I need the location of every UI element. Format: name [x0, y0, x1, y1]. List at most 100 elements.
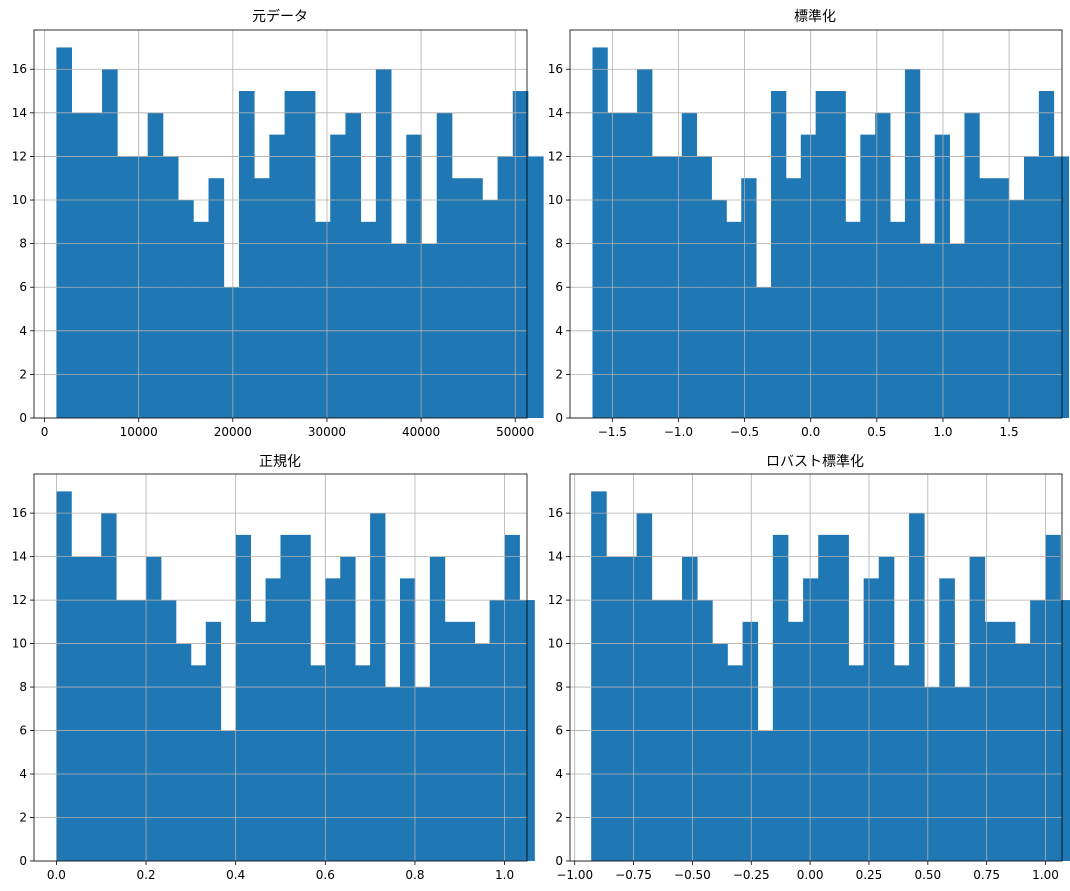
x-tick-label: 30000 [308, 425, 346, 439]
histogram-bar [235, 534, 251, 861]
histogram-bar [178, 200, 194, 418]
histogram-bar [621, 556, 637, 861]
y-tick-label: 4 [555, 324, 563, 338]
histogram-bar [994, 178, 1010, 418]
histogram-bar [86, 112, 103, 418]
y-tick-label: 10 [12, 193, 27, 207]
histogram-bar [223, 287, 240, 418]
histogram-bar [429, 556, 446, 861]
x-tick-label: 0.6 [316, 868, 335, 882]
histogram-bar [934, 134, 950, 418]
histogram-bar [482, 200, 498, 418]
histogram-bar [591, 491, 607, 861]
x-tick-label: 0.0 [47, 868, 66, 882]
histogram-bar [265, 578, 281, 861]
histogram-bar [592, 47, 608, 418]
y-tick-label: 10 [548, 637, 563, 651]
x-tick-label: 0.00 [797, 868, 824, 882]
histogram-bar [299, 91, 316, 418]
x-tick-label: −0.50 [674, 868, 711, 882]
histogram-bar [606, 556, 622, 861]
histogram-bar [504, 534, 520, 861]
histogram-bar [295, 534, 311, 861]
y-tick-label: 2 [19, 367, 27, 381]
histogram-bar [528, 156, 544, 418]
histogram-bar [444, 621, 461, 861]
histogram-bar [681, 112, 698, 418]
y-axis: 0 2 4 6 8 10 12 14 16 [12, 62, 34, 425]
y-tick-label: 10 [12, 637, 27, 651]
y-axis: 0 2 4 6 8 10 12 14 16 [12, 506, 34, 868]
axes-frame [569, 473, 1063, 862]
histogram-bar [193, 221, 209, 418]
histogram-bar [803, 578, 819, 861]
x-tick-label: 50000 [496, 425, 534, 439]
y-tick-label: 14 [548, 106, 563, 120]
histogram-bar [355, 665, 371, 861]
y-tick-label: 2 [19, 811, 27, 825]
histogram-bar [772, 534, 789, 861]
histogram-bar [467, 178, 483, 418]
histogram-bar [1045, 534, 1061, 861]
x-tick-label: 1.0 [933, 425, 952, 439]
histogram-bar [999, 621, 1016, 861]
histogram-bar [280, 534, 296, 861]
histogram-bar [711, 200, 727, 418]
histogram-bar [742, 621, 759, 861]
y-tick-label: 16 [548, 506, 563, 520]
histogram-bar [939, 578, 955, 861]
histogram-bar [878, 556, 895, 861]
x-tick-label: 0.5 [867, 425, 886, 439]
histogram-bar [1060, 600, 1070, 861]
histogram-bar [622, 112, 638, 418]
y-tick-label: 0 [555, 411, 563, 425]
histogram-bar [71, 112, 88, 418]
histogram-bar [818, 534, 834, 861]
histogram-bar [890, 221, 906, 418]
histogram-bar [830, 91, 846, 418]
histogram-bar [712, 643, 728, 861]
histogram-bar [771, 91, 787, 418]
subplot-title: 標準化 [794, 9, 836, 25]
y-tick-label: 4 [555, 767, 563, 781]
y-tick-label: 2 [555, 367, 563, 381]
plot-area: 0 10000 20000 30000 40000 50000 0 2 4 6 8 10 12 14 16 [12, 29, 544, 439]
subplot-title: 正規化 [259, 454, 301, 470]
histogram-bar [399, 578, 416, 861]
x-tick-label: 20000 [214, 425, 252, 439]
histogram-bar [893, 665, 910, 861]
histogram-bar [833, 534, 849, 861]
histogram-bar [147, 112, 164, 418]
histogram-bar [315, 221, 331, 418]
histogram-bar [208, 178, 225, 418]
x-tick-label: 0.75 [973, 868, 1000, 882]
histogram-bar [800, 134, 817, 418]
y-tick-label: 2 [555, 811, 563, 825]
histogram-bar [1038, 91, 1055, 418]
x-tick-label: 1.0 [495, 868, 514, 882]
histogram-bar [459, 621, 476, 861]
histogram-bar [269, 134, 285, 418]
histogram-bar [964, 112, 980, 418]
y-tick-label: 0 [555, 854, 563, 868]
y-tick-label: 4 [19, 324, 27, 338]
y-tick-label: 14 [12, 550, 27, 564]
histogram-bar [436, 112, 453, 418]
histogram-bar [254, 178, 270, 418]
histogram-bar [512, 91, 529, 418]
histogram-bar [969, 556, 986, 861]
subplot-robust-standardized: ロバスト標準化 −1.00 −0.75 −0.50 −0.25 0.00 0.25 0.50… [548, 454, 1070, 882]
y-tick-label: 12 [548, 149, 563, 163]
histogram-bar [250, 621, 266, 861]
y-tick-label: 8 [19, 680, 27, 694]
histogram-bar [607, 112, 623, 418]
histogram-bar [175, 643, 192, 861]
subplot-original-data: 元データ 0 10000 20000 30000 40000 50000 0 2 4 6 8 10 12… [12, 8, 544, 439]
subplot-standardized: 標準化 −1.5 −1.0 −0.5 0.0 0.5 1.0 1.5 0 2 4 6 8 10 12 14 1… [548, 9, 1070, 439]
histogram-bar [71, 556, 87, 861]
x-axis: 0 10000 20000 30000 40000 50000 [41, 418, 534, 439]
axes-frame [33, 473, 528, 862]
y-tick-label: 0 [19, 411, 27, 425]
y-tick-label: 6 [555, 280, 563, 294]
